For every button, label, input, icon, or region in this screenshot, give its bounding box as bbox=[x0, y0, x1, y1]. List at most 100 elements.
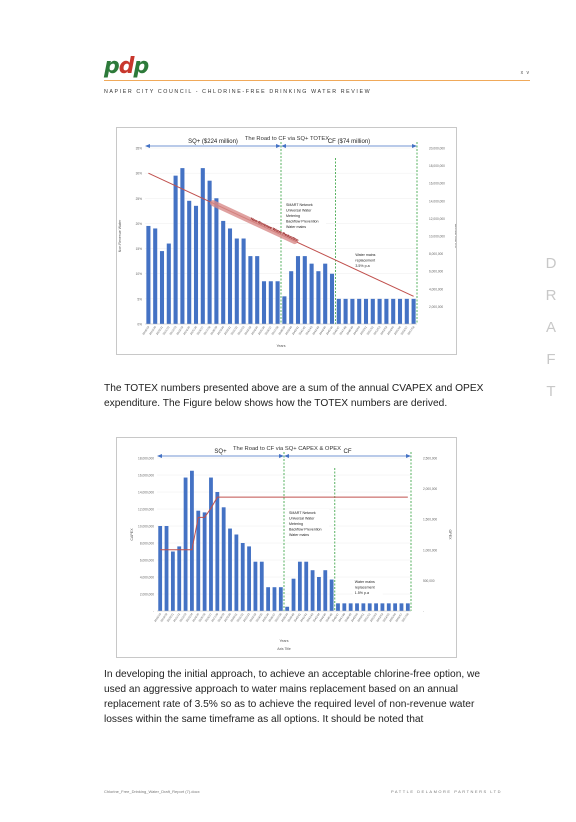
x-tick-label: 2036/37 bbox=[267, 612, 276, 623]
y2-tick-label: 12,000,000 bbox=[429, 217, 445, 221]
x-tick-label: 2020/21 bbox=[155, 325, 164, 336]
x-tick-label: 2056/57 bbox=[394, 612, 403, 623]
bar bbox=[295, 256, 301, 324]
y2-tick-label: 8,000,000 bbox=[429, 252, 443, 256]
bar bbox=[355, 603, 359, 611]
y2-tick-label: 16,000,000 bbox=[429, 182, 445, 186]
x-tick-label: 2031/32 bbox=[230, 325, 239, 336]
y2-tick-label: 14,000,000 bbox=[429, 199, 445, 203]
bar bbox=[329, 579, 334, 611]
watermark-letter: T bbox=[546, 383, 556, 400]
x-tick-label: 2053/54 bbox=[379, 325, 388, 336]
bar bbox=[261, 281, 267, 324]
y-axis-label: CAPEX bbox=[130, 528, 134, 541]
x-tick-label: 2042/43 bbox=[304, 325, 313, 336]
mains-annotation-line: Water mains bbox=[355, 580, 375, 584]
arrow-head bbox=[406, 454, 411, 458]
bar bbox=[336, 603, 340, 611]
bar bbox=[146, 225, 151, 324]
y-tick-label: 15% bbox=[136, 247, 143, 251]
company-logo: pdp bbox=[104, 54, 150, 79]
x-tick-label: 2023/24 bbox=[185, 612, 194, 623]
y-tick-label: 25% bbox=[136, 197, 143, 201]
page-number: x v bbox=[520, 70, 530, 76]
bar bbox=[266, 587, 271, 611]
x-tick-label: 2045/46 bbox=[324, 612, 333, 623]
x-tick-label: 2025/26 bbox=[197, 612, 206, 623]
arrow-head bbox=[284, 454, 289, 458]
paragraph-totex: The TOTEX numbers presented above are a … bbox=[104, 383, 484, 409]
y-tick-label: 12,000,000 bbox=[138, 508, 154, 512]
y-tick-label: 0% bbox=[137, 323, 142, 327]
bar bbox=[386, 603, 391, 611]
x-tick-label: 2025/26 bbox=[189, 325, 198, 336]
x-tick-label: 2054/55 bbox=[386, 325, 395, 336]
x-tick-label: 2034/35 bbox=[255, 612, 264, 623]
cf-label: CF bbox=[344, 449, 352, 455]
x-tick-label: 2040/41 bbox=[293, 612, 302, 623]
bar bbox=[190, 470, 194, 611]
y-tick-label: 20% bbox=[136, 222, 143, 226]
x-tick-label: 2020/21 bbox=[166, 612, 175, 623]
bar bbox=[309, 263, 314, 324]
x-tick-label: 2027/28 bbox=[210, 612, 219, 623]
bar bbox=[289, 271, 294, 324]
x-tick-label: 2034/35 bbox=[250, 325, 259, 336]
document-subtitle: NAPIER CITY COUNCIL - CHLORINE-FREE DRIN… bbox=[104, 89, 372, 95]
sq-label: SQ+ bbox=[214, 449, 227, 455]
x-tick-label: 2041/42 bbox=[298, 325, 307, 336]
y-tick-label: 6,000,000 bbox=[140, 559, 154, 563]
bar bbox=[170, 551, 175, 611]
y2-tick-label: 6,000,000 bbox=[429, 270, 443, 274]
x-tick-label: 2052/53 bbox=[372, 325, 381, 336]
smart-annotation-line: SMART Network bbox=[289, 511, 316, 515]
x-tick-label: 2057/58 bbox=[401, 612, 410, 623]
bar bbox=[202, 512, 207, 611]
x-tick-label: 2046/47 bbox=[332, 325, 341, 336]
bar bbox=[164, 526, 169, 611]
draft-watermark: D R A F T bbox=[544, 255, 558, 415]
y-tick-label: 14,000,000 bbox=[138, 491, 154, 495]
x-tick-label: 2038/39 bbox=[277, 325, 286, 336]
bar bbox=[302, 256, 307, 324]
bar bbox=[397, 298, 403, 324]
bar bbox=[187, 200, 192, 324]
header-divider bbox=[104, 80, 530, 81]
logo-p2: p bbox=[133, 54, 150, 79]
smart-annotation-bg bbox=[287, 509, 329, 539]
x-tick-label: 2032/33 bbox=[242, 612, 251, 623]
smart-annotation-line: Backflow Prevention bbox=[289, 528, 322, 532]
bar bbox=[193, 205, 199, 324]
y2-tick-label: 500,000 bbox=[423, 579, 435, 583]
x-tick-label: 2028/29 bbox=[209, 325, 218, 336]
y2-tick-label: 4,000,000 bbox=[429, 287, 443, 291]
y2-tick-label: 20,000,000 bbox=[429, 147, 445, 151]
x-tick-label: 2052/53 bbox=[369, 612, 378, 623]
x-tick-label: 2039/40 bbox=[286, 612, 295, 623]
bar bbox=[304, 561, 309, 611]
bar bbox=[221, 220, 226, 324]
x-tick-label: 2019/20 bbox=[159, 612, 168, 623]
x-tick-label: 2040/41 bbox=[291, 325, 300, 336]
capex-opex-chart: The Road to CF via SQ+ CAPEX & OPEX - 2,00… bbox=[116, 437, 457, 658]
bar bbox=[228, 528, 232, 611]
bar bbox=[275, 281, 280, 324]
bar bbox=[393, 603, 398, 611]
x-tick-label: 2046/47 bbox=[331, 612, 340, 623]
y2-tick-label: - bbox=[423, 610, 424, 614]
y-tick-label: 18,000,000 bbox=[138, 457, 154, 461]
bar bbox=[316, 271, 321, 324]
bar bbox=[377, 298, 382, 324]
y-tick-label: 5% bbox=[137, 297, 142, 301]
mains-annotation-line: 1.5% p.a bbox=[355, 591, 369, 595]
bar bbox=[214, 198, 219, 324]
y-tick-label: 10% bbox=[136, 272, 143, 276]
bar bbox=[153, 228, 158, 324]
x-tick-label: 2049/50 bbox=[352, 325, 361, 336]
trend-band bbox=[210, 200, 298, 245]
x-tick-label: 2047/48 bbox=[337, 612, 346, 623]
y2-tick-label: 18,000,000 bbox=[429, 164, 445, 168]
x-tick-label: 2021/22 bbox=[162, 325, 171, 336]
bar bbox=[384, 298, 389, 324]
bar bbox=[329, 273, 335, 324]
